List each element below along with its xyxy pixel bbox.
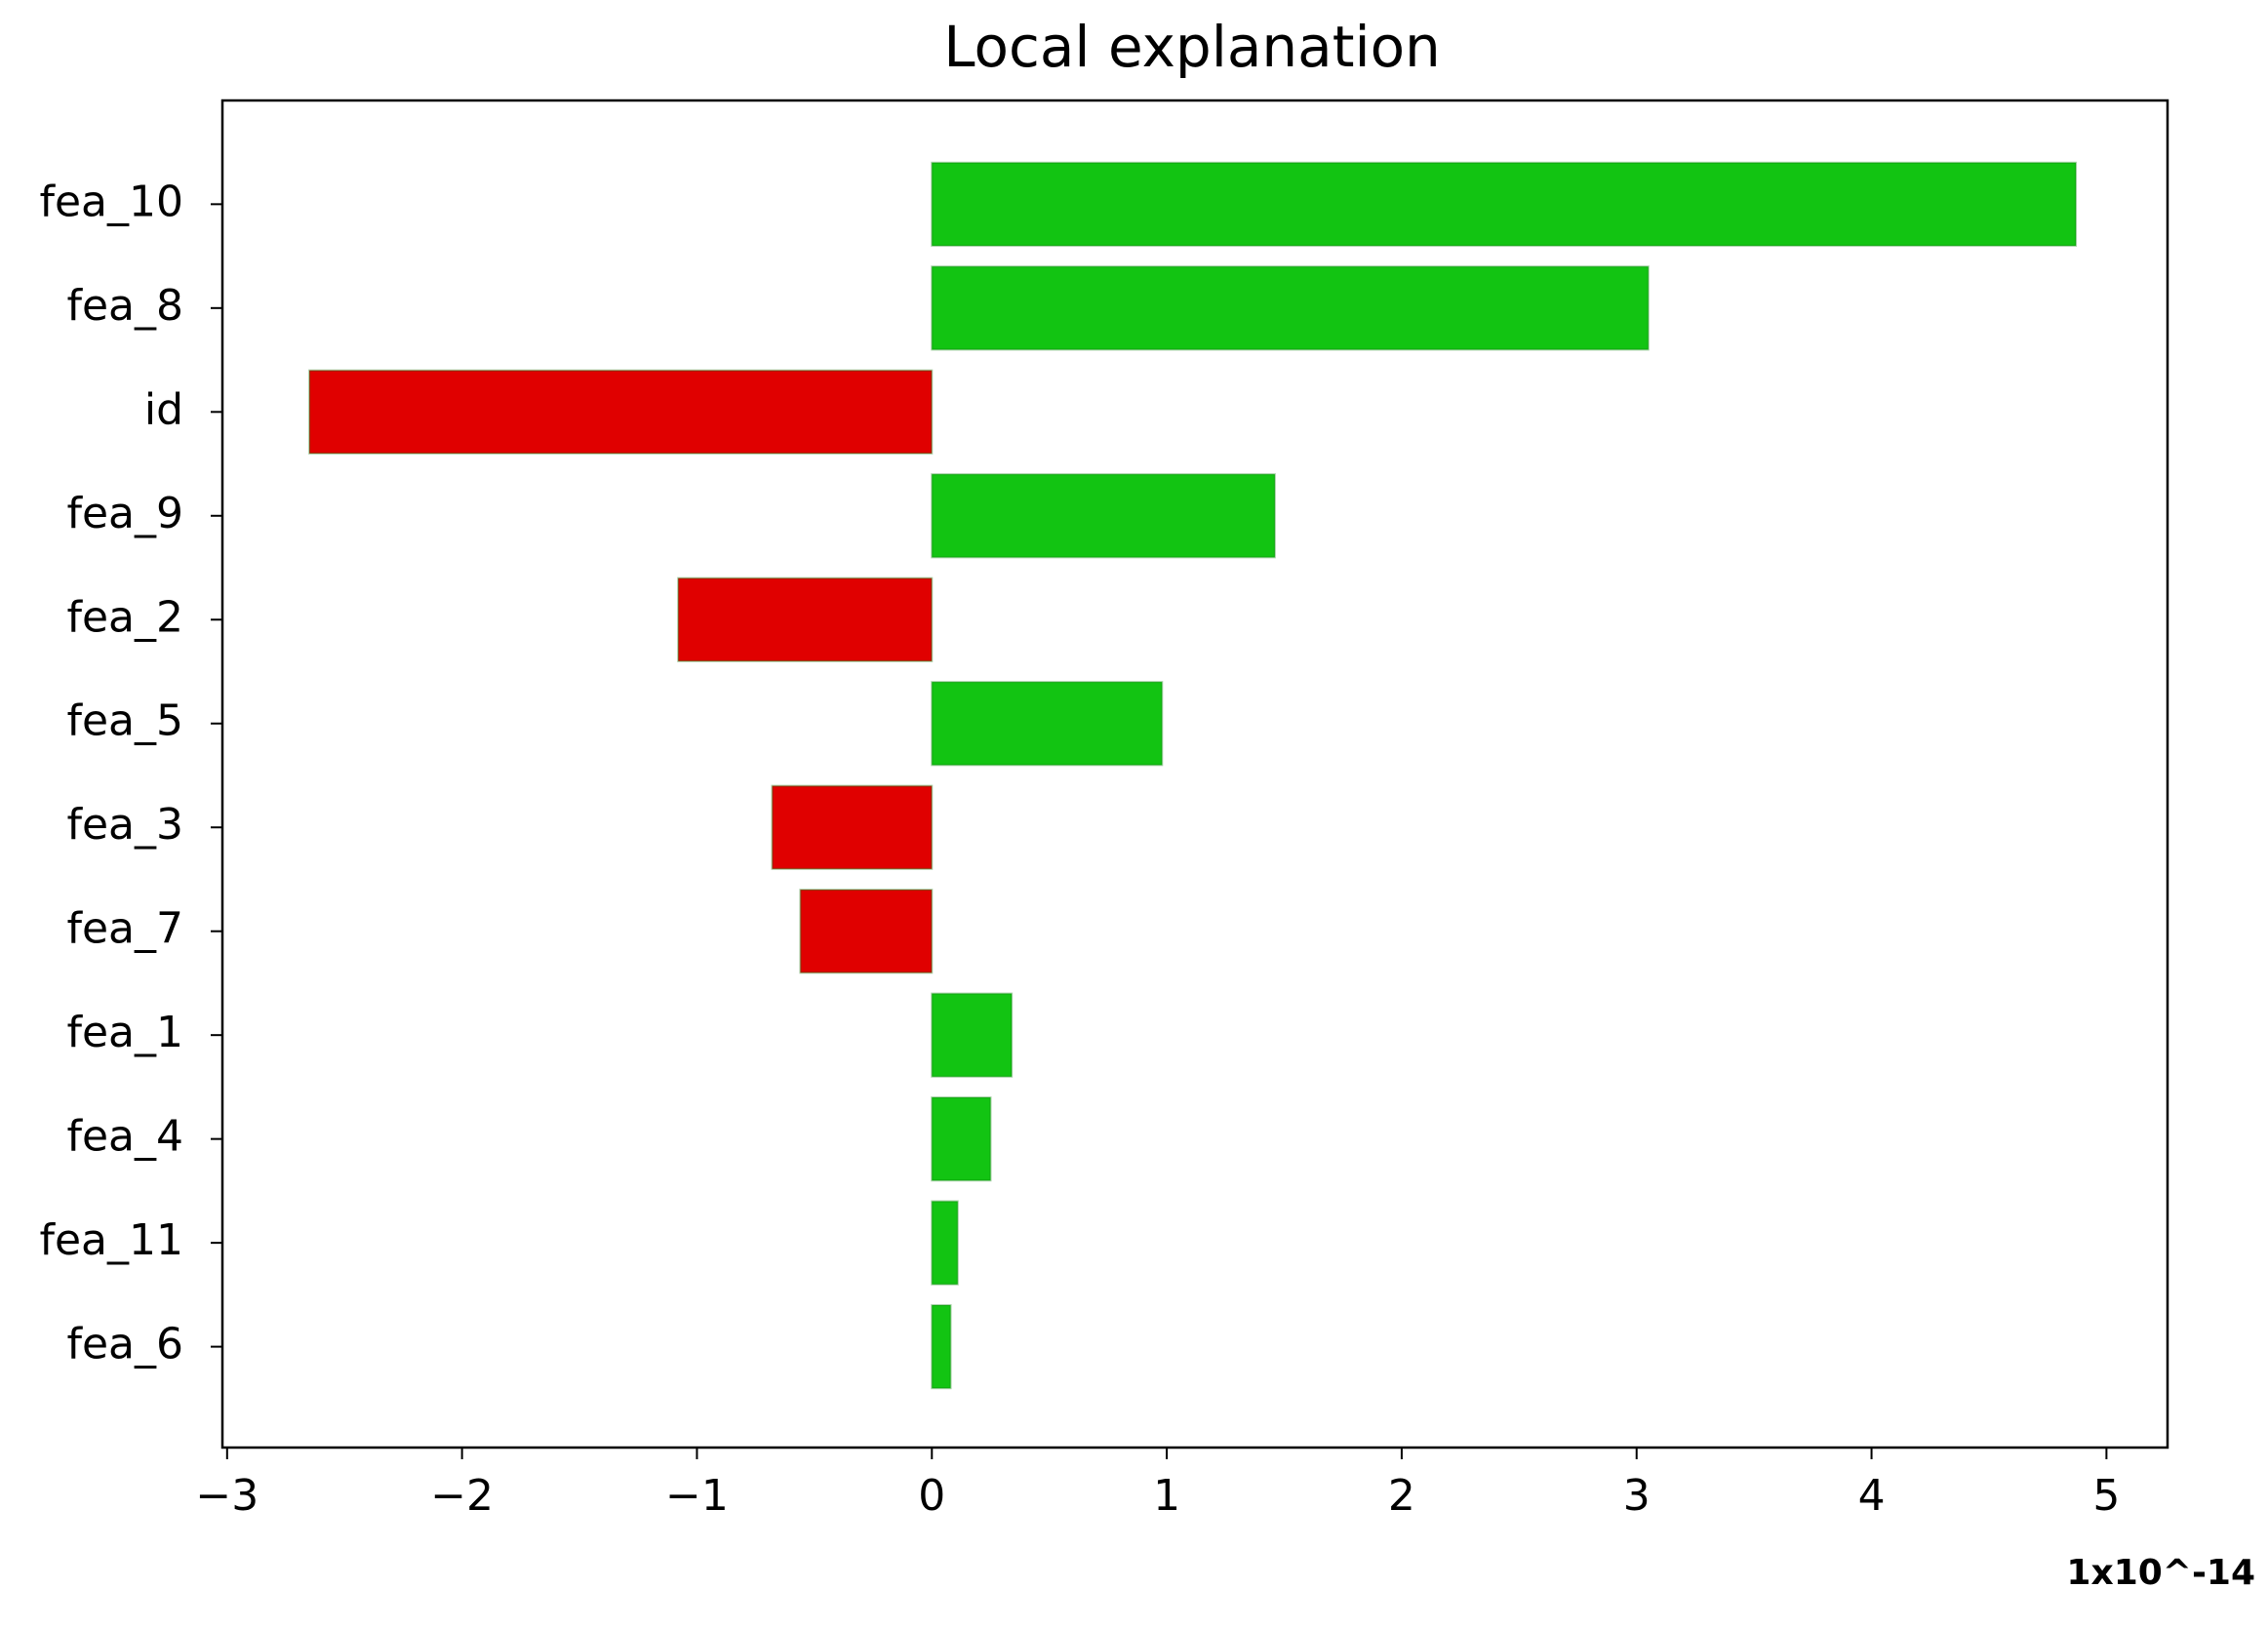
- x-tick-label: 1: [1153, 1471, 1180, 1521]
- x-tick-label: −3: [195, 1471, 259, 1521]
- y-tick-label: fea_10: [39, 177, 183, 226]
- y-tick-label: id: [144, 384, 183, 434]
- y-tick-label: fea_7: [66, 904, 183, 954]
- x-tick-label: −1: [665, 1471, 729, 1521]
- bar: [308, 369, 934, 455]
- bar: [931, 265, 1650, 351]
- y-tick-label: fea_11: [39, 1215, 183, 1265]
- y-tick-label: fea_8: [66, 281, 183, 331]
- y-tick-label: fea_2: [66, 592, 183, 642]
- y-tick-label: fea_6: [66, 1320, 183, 1370]
- x-tick-label: 4: [1858, 1471, 1886, 1521]
- bar: [931, 681, 1164, 767]
- x-tick-label: 3: [1623, 1471, 1651, 1521]
- axis-offset-label: 1x10^-14: [2066, 1553, 2255, 1593]
- chart-title: Local explanation: [943, 14, 1441, 80]
- x-tick-label: 5: [2092, 1471, 2120, 1521]
- bar: [799, 889, 934, 974]
- y-tick-label: fea_9: [66, 489, 183, 538]
- y-tick-label: fea_3: [66, 800, 183, 850]
- bar: [931, 1304, 952, 1390]
- y-tick-label: fea_4: [66, 1112, 183, 1162]
- bar: [931, 1096, 992, 1182]
- x-tick-label: 2: [1388, 1471, 1415, 1521]
- x-tick-label: −2: [430, 1471, 494, 1521]
- plot-frame: [220, 99, 2169, 1449]
- y-tick-label: fea_5: [66, 696, 183, 746]
- y-tick-label: fea_1: [66, 1008, 183, 1057]
- bar: [931, 161, 2078, 247]
- x-tick-label: 0: [918, 1471, 945, 1521]
- bar: [771, 784, 934, 870]
- bar: [931, 473, 1276, 559]
- bar: [931, 992, 1014, 1078]
- bar: [677, 576, 934, 662]
- bar: [931, 1200, 959, 1286]
